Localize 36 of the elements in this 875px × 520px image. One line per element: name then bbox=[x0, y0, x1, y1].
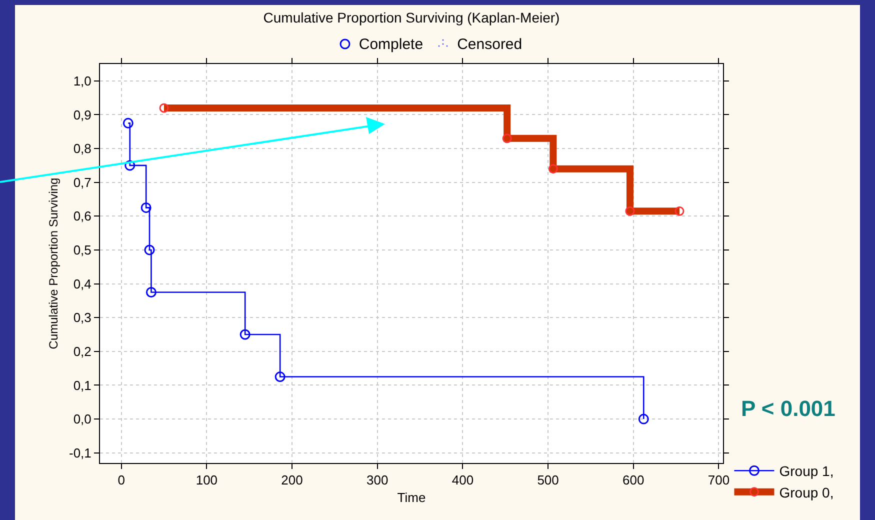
y-tick-label: 0,0 bbox=[73, 412, 92, 427]
point bbox=[122, 118, 134, 128]
y-axis-title: Cumulative Proportion Surviving bbox=[46, 178, 60, 350]
x-tick-label: 400 bbox=[452, 472, 474, 488]
x-tick-label: 600 bbox=[622, 472, 644, 488]
y-tick-label: 0,9 bbox=[73, 107, 92, 122]
y-tick-label: 0,7 bbox=[73, 174, 92, 190]
point bbox=[240, 329, 250, 340]
point bbox=[638, 414, 649, 424]
x-tick-label: 300 bbox=[366, 472, 388, 488]
text: P < 0.001 bbox=[741, 396, 836, 421]
y-tick-label: 0,8 bbox=[73, 141, 92, 156]
y-tick-label: 0,5 bbox=[73, 242, 92, 258]
y-tick-label: 0,4 bbox=[73, 276, 92, 292]
y-tick-label: 0,2 bbox=[73, 344, 92, 359]
x-tick-label: 0 bbox=[118, 472, 125, 488]
x-axis-title: Time bbox=[397, 490, 426, 506]
legend-label: Group 0, bbox=[779, 484, 834, 500]
x-tick-label: 100 bbox=[196, 472, 218, 488]
y-tick-label: 1,0 bbox=[73, 73, 92, 88]
point bbox=[274, 372, 286, 382]
x-tick-label: 700 bbox=[708, 472, 730, 488]
x-tick-label: 200 bbox=[281, 472, 303, 488]
point bbox=[146, 286, 156, 298]
y-tick-label: 0,6 bbox=[73, 208, 92, 224]
point bbox=[140, 202, 152, 213]
chart-title: Cumulative Proportion Surviving (Kaplan-Meier) bbox=[263, 10, 560, 26]
x-tick-label: 500 bbox=[537, 472, 559, 488]
y-tick-label: -0,1 bbox=[68, 445, 92, 460]
point bbox=[144, 244, 155, 256]
text: Censored bbox=[457, 36, 522, 53]
point bbox=[124, 160, 136, 171]
y-tick-label: 0,1 bbox=[73, 378, 92, 393]
y-tick-label: 0,3 bbox=[73, 310, 92, 326]
text: Complete bbox=[358, 36, 424, 53]
legend-label: Group 1, bbox=[779, 463, 834, 480]
